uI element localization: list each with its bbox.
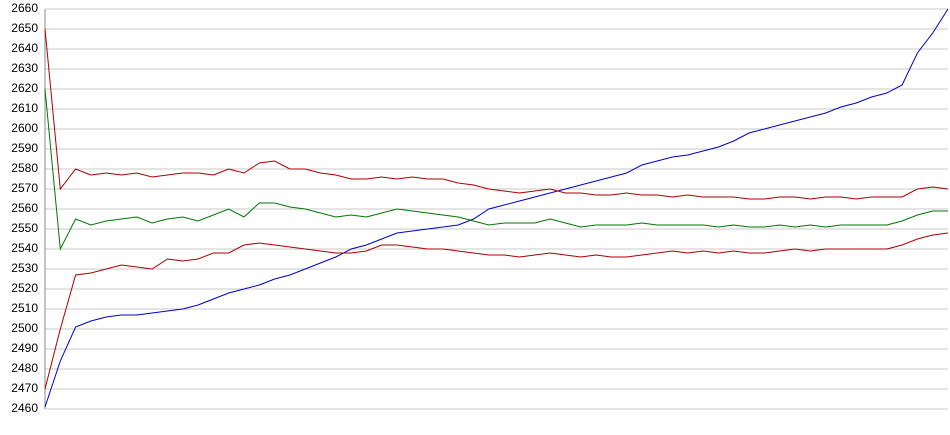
y-tick-label: 2620 [11,81,38,95]
y-tick-label: 2470 [11,381,38,395]
y-tick-label: 2460 [11,401,38,415]
y-tick-label: 2590 [11,141,38,155]
series-line [44,88,948,251]
y-tick-label: 2610 [11,101,38,115]
y-tick-label: 2660 [11,1,38,15]
series-line [44,28,949,200]
y-tick-label: 2530 [11,261,38,275]
y-tick-label: 2580 [11,161,38,175]
y-tick-label: 2490 [11,341,38,355]
y-tick-label: 2640 [11,41,38,55]
y-tick-label: 2540 [11,241,38,255]
series-line [44,8,949,408]
y-tick-label: 2600 [11,121,38,135]
y-tick-label: 2510 [11,301,38,315]
y-tick-label: 2500 [11,321,38,335]
series-line [44,232,949,390]
y-tick-label: 2570 [11,181,38,195]
y-tick-label: 2560 [11,201,38,215]
y-tick-label: 2550 [11,221,38,235]
y-tick-label: 2520 [11,281,38,295]
y-tick-label: 2650 [11,21,38,35]
y-tick-label: 2630 [11,61,38,75]
y-tick-label: 2480 [11,361,38,375]
